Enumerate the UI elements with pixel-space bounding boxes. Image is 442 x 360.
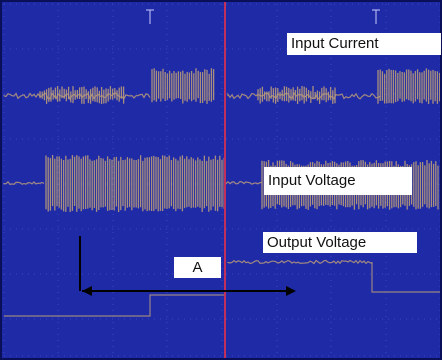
trace-input-current-noise-left (39, 86, 125, 104)
trace-input-voltage-mid-baseline (225, 180, 263, 185)
trigger-marker-right (372, 9, 380, 24)
arrow-a-head-right (286, 286, 296, 296)
series-label-input-current: Input Current (287, 33, 441, 55)
annotation-label-a: A (174, 257, 221, 278)
trace-input-current-burst-right (377, 68, 441, 104)
series-label-output-voltage: Output Voltage (263, 232, 417, 253)
trace-output-voltage-left (4, 294, 225, 317)
trace-input-voltage-left-baseline (3, 180, 45, 186)
trace-input-current-left (3, 92, 151, 101)
trace-input-voltage-burst-left (45, 155, 225, 212)
series-label-input-voltage: Input Voltage (264, 167, 412, 195)
trace-input-current-burst-left (151, 68, 215, 104)
trigger-marker-left (146, 9, 154, 24)
trace-input-current-noise-right (257, 86, 336, 104)
trace-input-current-right (227, 91, 381, 100)
trace-output-voltage-right-step (371, 262, 440, 293)
arrow-a-head-left (82, 286, 92, 296)
trace-output-voltage-right-high (227, 259, 373, 265)
